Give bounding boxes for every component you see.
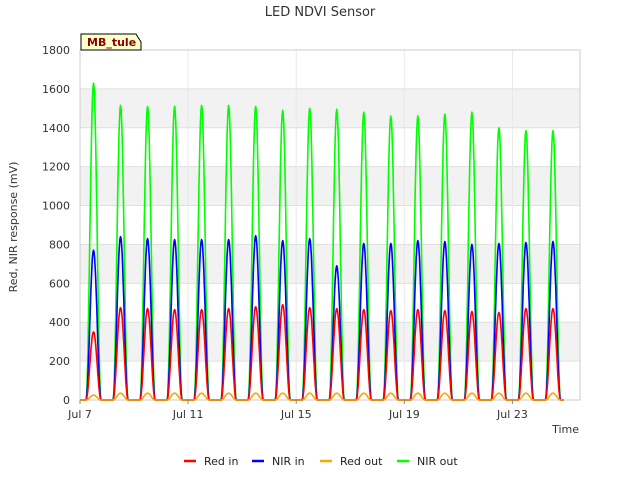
site-tag: MB_tule: [80, 33, 142, 51]
y-tick-label: 200: [49, 355, 70, 368]
grid-band: [80, 283, 580, 323]
site-tag-label: MB_tule: [87, 36, 136, 49]
legend: Red in NIR in Red out NIR out: [184, 455, 458, 468]
grid-band: [80, 244, 580, 284]
series-line-red-out: [79, 392, 564, 401]
legend-label: NIR in: [272, 455, 305, 468]
x-tick-label: Jul 15: [280, 408, 312, 421]
y-tick-label: 600: [49, 277, 70, 290]
legend-label: Red in: [204, 455, 238, 468]
grid-band: [80, 88, 580, 128]
grid-band: [80, 127, 580, 167]
grid-band: [80, 166, 580, 206]
legend-label: NIR out: [417, 455, 458, 468]
y-tick-label: 1200: [42, 161, 70, 174]
y-tick-label: 1600: [42, 83, 70, 96]
y-tick-label: 400: [49, 316, 70, 329]
x-axis: Jul 7 Jul 11 Jul 15 Jul 19 Jul 23: [67, 400, 528, 421]
site-tag-box: [80, 33, 142, 51]
grid-band: [80, 50, 580, 89]
grid-band: [80, 205, 580, 245]
x-tick-label: Jul 11: [172, 408, 204, 421]
x-tick-label: Jul 19: [388, 408, 420, 421]
series-layer: [79, 82, 564, 401]
x-tick-label: Jul 7: [67, 408, 92, 421]
legend-label: Red out: [340, 455, 383, 468]
x-tick-label: Jul 23: [496, 408, 528, 421]
y-tick-label: 1000: [42, 200, 70, 213]
y-axis: 0 200 400 600 800 1000 1200 1400 1600 1800: [42, 44, 70, 407]
y-tick-label: 0: [63, 394, 70, 407]
chart-title: LED NDVI Sensor: [265, 5, 376, 20]
y-axis-title: Red, NIR response (mV): [7, 162, 20, 293]
y-tick-label: 1400: [42, 122, 70, 135]
y-tick-label: 1800: [42, 44, 70, 57]
y-tick-label: 800: [49, 238, 70, 251]
x-axis-title: Time: [551, 423, 579, 436]
